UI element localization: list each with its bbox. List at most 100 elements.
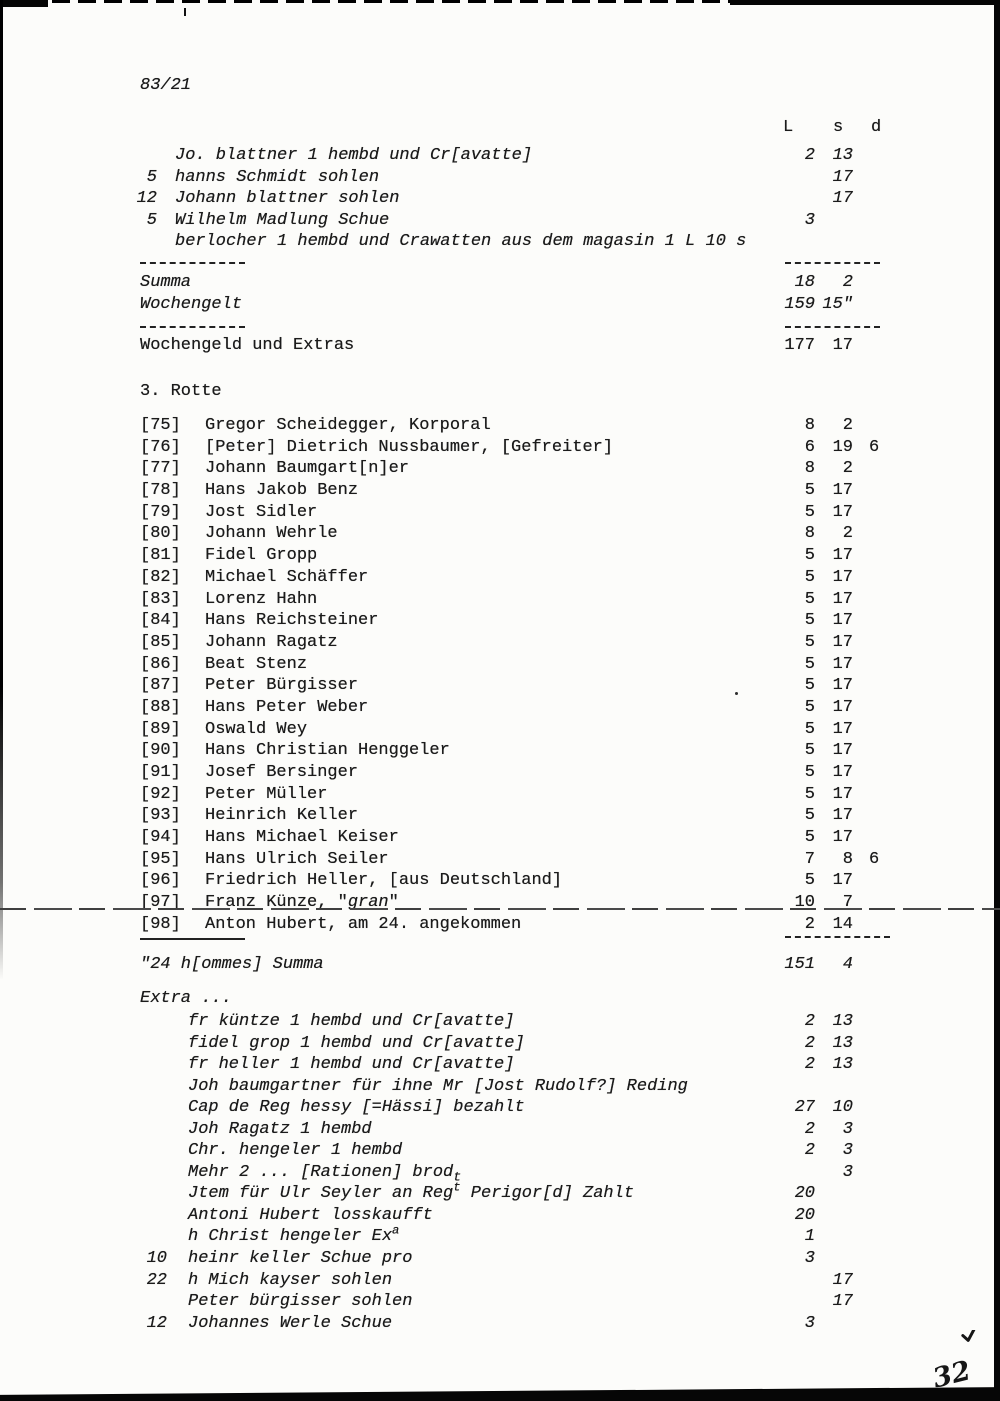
roster-row: [92] Peter Müller 5 17: [0, 784, 1000, 806]
amount-s: 19: [832, 437, 853, 457]
roster-name: Anton Hubert, am 24. angekommen: [205, 914, 522, 934]
row-quantity: 5: [146, 167, 157, 187]
amount-s: 17: [832, 654, 853, 674]
amount-s: 10: [832, 1098, 853, 1118]
roster-row: [94] Hans Michael Keiser 5 17: [0, 827, 1000, 849]
amount-L: 27: [794, 1098, 815, 1118]
roster-name: Oswald Wey: [205, 719, 308, 739]
roster-name: Hans Reichsteiner: [205, 611, 379, 631]
roster-name: Peter Bürgisser: [205, 676, 359, 696]
rule-left-3: [140, 938, 245, 940]
amount-s: 17: [832, 1270, 853, 1290]
amount-s: 17: [832, 167, 853, 187]
amount-s: 17: [832, 481, 853, 501]
top-ledger-entries: Jo. blattner 1 hembd und Cr[avatte] 2 13…: [0, 145, 1000, 253]
amount-L: 5: [804, 828, 815, 848]
roster-name: Franz Künze, "gran": [205, 893, 399, 913]
roster-name: Johann Baumgart[n]er: [205, 459, 410, 479]
roster-row: [97] Franz Künze, "gran" 10 7: [0, 892, 1000, 914]
roster-row: [77] Johann Baumgart[n]er 8 2: [0, 458, 1000, 480]
roster-row: [87] Peter Bürgisser 5 17: [0, 675, 1000, 697]
roster-name: Beat Stenz: [205, 654, 308, 674]
rule-right-1: [785, 262, 880, 264]
amount-L: 20: [794, 1184, 815, 1204]
amount-L: 6: [804, 437, 815, 457]
extras-row: fidel grop 1 hembd und Cr[avatte] 2 13: [0, 1033, 1000, 1055]
roster-name: [Peter] Dietrich Nussbaumer, [Gefreiter]: [205, 437, 614, 457]
ledger-row: 12 Johann blattner sohlen 17: [0, 188, 1000, 210]
roster-row: [76] [Peter] Dietrich Nussbaumer, [Gefre…: [0, 437, 1000, 459]
summa-row: Summa 18 2: [0, 272, 1000, 294]
amount-s: 17: [832, 697, 853, 717]
row-text: Chr. hengeler 1 hembd: [188, 1141, 403, 1161]
rule-right-2: [785, 326, 880, 328]
section-title: 3. Rotte: [140, 382, 222, 401]
amount-L: 3: [804, 1313, 815, 1333]
amount-L: 5: [804, 763, 815, 782]
amount-s: 17: [832, 828, 853, 848]
roster-number: [83]: [140, 589, 181, 609]
amount-s: 17: [832, 784, 853, 804]
row-quantity: 5: [146, 210, 157, 230]
row-text: fidel grop 1 hembd und Cr[avatte]: [188, 1033, 525, 1053]
roster-name: Peter Müller: [205, 784, 328, 804]
extras-row: 12 Johannes Werle Schue 3: [0, 1313, 1000, 1335]
extras-row: Peter bürgisser sohlen 17: [0, 1291, 1000, 1313]
scan-edge-bottom: [0, 1386, 1000, 1401]
roster-name: Heinrich Keller: [205, 806, 359, 826]
row-quantity: 12: [136, 189, 157, 208]
roster-number: [86]: [140, 654, 181, 674]
extras-row: 22 h Mich kayser sohlen 17: [0, 1270, 1000, 1292]
roster-name: Josef Bersinger: [205, 763, 359, 782]
extras-row: 10 heinr keller Schue pro 3: [0, 1248, 1000, 1270]
roster-row: [81] Fidel Gropp 5 17: [0, 545, 1000, 567]
extras-row: Jtem für Ulr Seyler an Regt Perigor[d] Z…: [0, 1182, 1000, 1205]
amount-s: 13: [832, 146, 853, 165]
amount-L: 2: [804, 146, 815, 165]
amount-L: 5: [804, 481, 815, 501]
superscript: a: [392, 1223, 400, 1238]
amount-s: 17: [832, 719, 853, 739]
amount-L: 5: [804, 611, 815, 631]
roster-name: Hans Michael Keiser: [205, 828, 399, 848]
roster-row: [98] Anton Hubert, am 24. angekommen 2 1…: [0, 914, 1000, 936]
summary-block: Summa 18 2 Wochengelt 159 15": [0, 272, 1000, 315]
amount-L: 3: [804, 210, 815, 230]
scan-crease-line: [0, 908, 1000, 910]
amount-s: 17: [832, 676, 853, 696]
amount-L: 20: [794, 1205, 815, 1225]
extras-row: fr heller 1 hembd und Cr[avatte] 2 13: [0, 1054, 1000, 1076]
amount-L: 5: [804, 589, 815, 609]
roster-row: [95] Hans Ulrich Seiler 7 8 6: [0, 849, 1000, 871]
row-quantity: 10: [146, 1249, 167, 1269]
amount-s: 2: [842, 459, 853, 479]
row-text: Antoni Hubert losskaufft: [188, 1205, 433, 1225]
scan-edge-left: [0, 0, 3, 980]
roster-number: [89]: [140, 719, 181, 739]
amount-s: 8: [842, 849, 853, 869]
roster-row: [86] Beat Stenz 5 17: [0, 654, 1000, 676]
roster-number: [77]: [140, 459, 181, 479]
amount-L: 2: [804, 1055, 815, 1075]
wochengelt-L: 159: [784, 294, 815, 314]
row-text: Wilhelm Madlung Schue: [175, 210, 390, 230]
extras-row: Joh Ragatz 1 hembd 2 3: [0, 1119, 1000, 1141]
amount-L: 8: [804, 459, 815, 479]
roster-number: [90]: [140, 741, 181, 761]
amount-s: 17: [832, 871, 853, 891]
row-text: Mehr 2 ... [Rationen] brodt: [188, 1162, 462, 1185]
row-quantity: 12: [146, 1313, 167, 1333]
roster-summa-label: "24 h[ommes] Summa: [140, 955, 324, 974]
subscript: t: [453, 1169, 462, 1185]
roster-number: [80]: [140, 524, 181, 544]
rule-right-3: [785, 936, 890, 938]
row-text: Joh baumgartner für ihne Mr [Jost Rudolf…: [188, 1076, 688, 1096]
roster-summa-row: "24 h[ommes] Summa 151 4: [0, 954, 1000, 976]
summa-label: Summa: [140, 273, 192, 292]
roster-number: [79]: [140, 502, 181, 522]
amount-L: 5: [804, 632, 815, 652]
roster-number: [96]: [140, 871, 181, 891]
summa-s: 2: [842, 273, 853, 292]
roster-row: [83] Lorenz Hahn 5 17: [0, 589, 1000, 611]
row-text: berlocher 1 hembd und Crawatten aus dem …: [175, 232, 747, 251]
